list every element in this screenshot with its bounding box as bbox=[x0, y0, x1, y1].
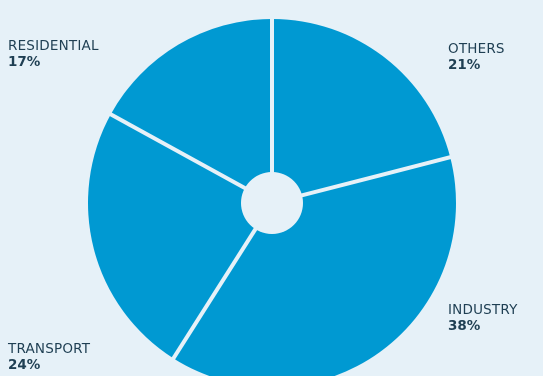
label-transport-category: TRANSPORT bbox=[8, 341, 91, 357]
label-transport-percent: 24% bbox=[8, 356, 41, 373]
label-residential: RESIDENTIAL 17% bbox=[8, 38, 99, 70]
label-industry-category: INDUSTRY bbox=[448, 302, 518, 318]
pie-slice-industry bbox=[173, 157, 456, 376]
label-others-category: OTHERS bbox=[448, 41, 505, 57]
pie-slice-others bbox=[272, 19, 451, 203]
pie-slice-transport bbox=[87, 114, 272, 359]
label-others-percent: 21% bbox=[448, 56, 481, 73]
pie-slice-residential bbox=[110, 19, 272, 203]
label-residential-category: RESIDENTIAL bbox=[8, 38, 99, 54]
pie-slices bbox=[87, 19, 456, 376]
pie-center-hole bbox=[241, 172, 303, 234]
label-industry: INDUSTRY 38% bbox=[448, 302, 518, 334]
label-residential-percent: 17% bbox=[8, 53, 41, 70]
label-transport: TRANSPORT 24% bbox=[8, 341, 91, 373]
label-industry-percent: 38% bbox=[448, 317, 481, 334]
label-others: OTHERS 21% bbox=[448, 41, 505, 73]
